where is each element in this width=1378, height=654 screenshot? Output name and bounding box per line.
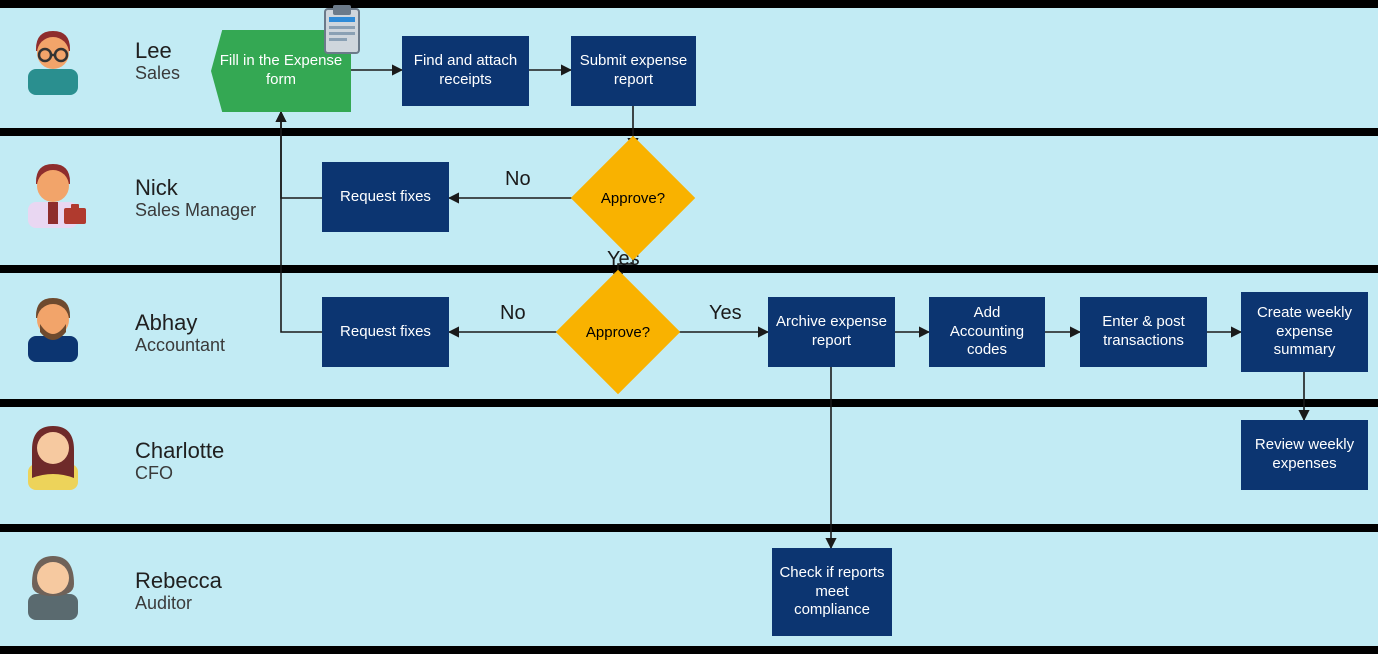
edge-reqfix2-fill	[281, 112, 322, 332]
decision-approve1: Approve?	[589, 154, 677, 242]
edge-reqfix1-fill	[281, 112, 322, 198]
node-check: Check if reports meet compliance	[772, 548, 892, 636]
node-reqfix1: Request fixes	[322, 162, 449, 232]
decision-approve2: Approve?	[574, 288, 662, 376]
node-codes: Add Accounting codes	[929, 297, 1045, 367]
node-find: Find and attach receipts	[402, 36, 529, 106]
node-archive: Archive expense report	[768, 297, 895, 367]
node-reqfix2: Request fixes	[322, 297, 449, 367]
edge-label-approve2-archive: Yes	[709, 302, 742, 325]
edge-label-approve1-reqfix1: No	[505, 168, 531, 191]
decision-label: Approve?	[574, 288, 662, 376]
node-review: Review weekly expenses	[1241, 420, 1368, 490]
decision-label: Approve?	[589, 154, 677, 242]
node-post: Enter & post transactions	[1080, 297, 1207, 367]
node-submit: Submit expense report	[571, 36, 696, 106]
node-summary: Create weekly expense summary	[1241, 292, 1368, 372]
edge-label-approve2-reqfix2: No	[500, 302, 526, 325]
clipboard-icon	[315, 3, 370, 63]
